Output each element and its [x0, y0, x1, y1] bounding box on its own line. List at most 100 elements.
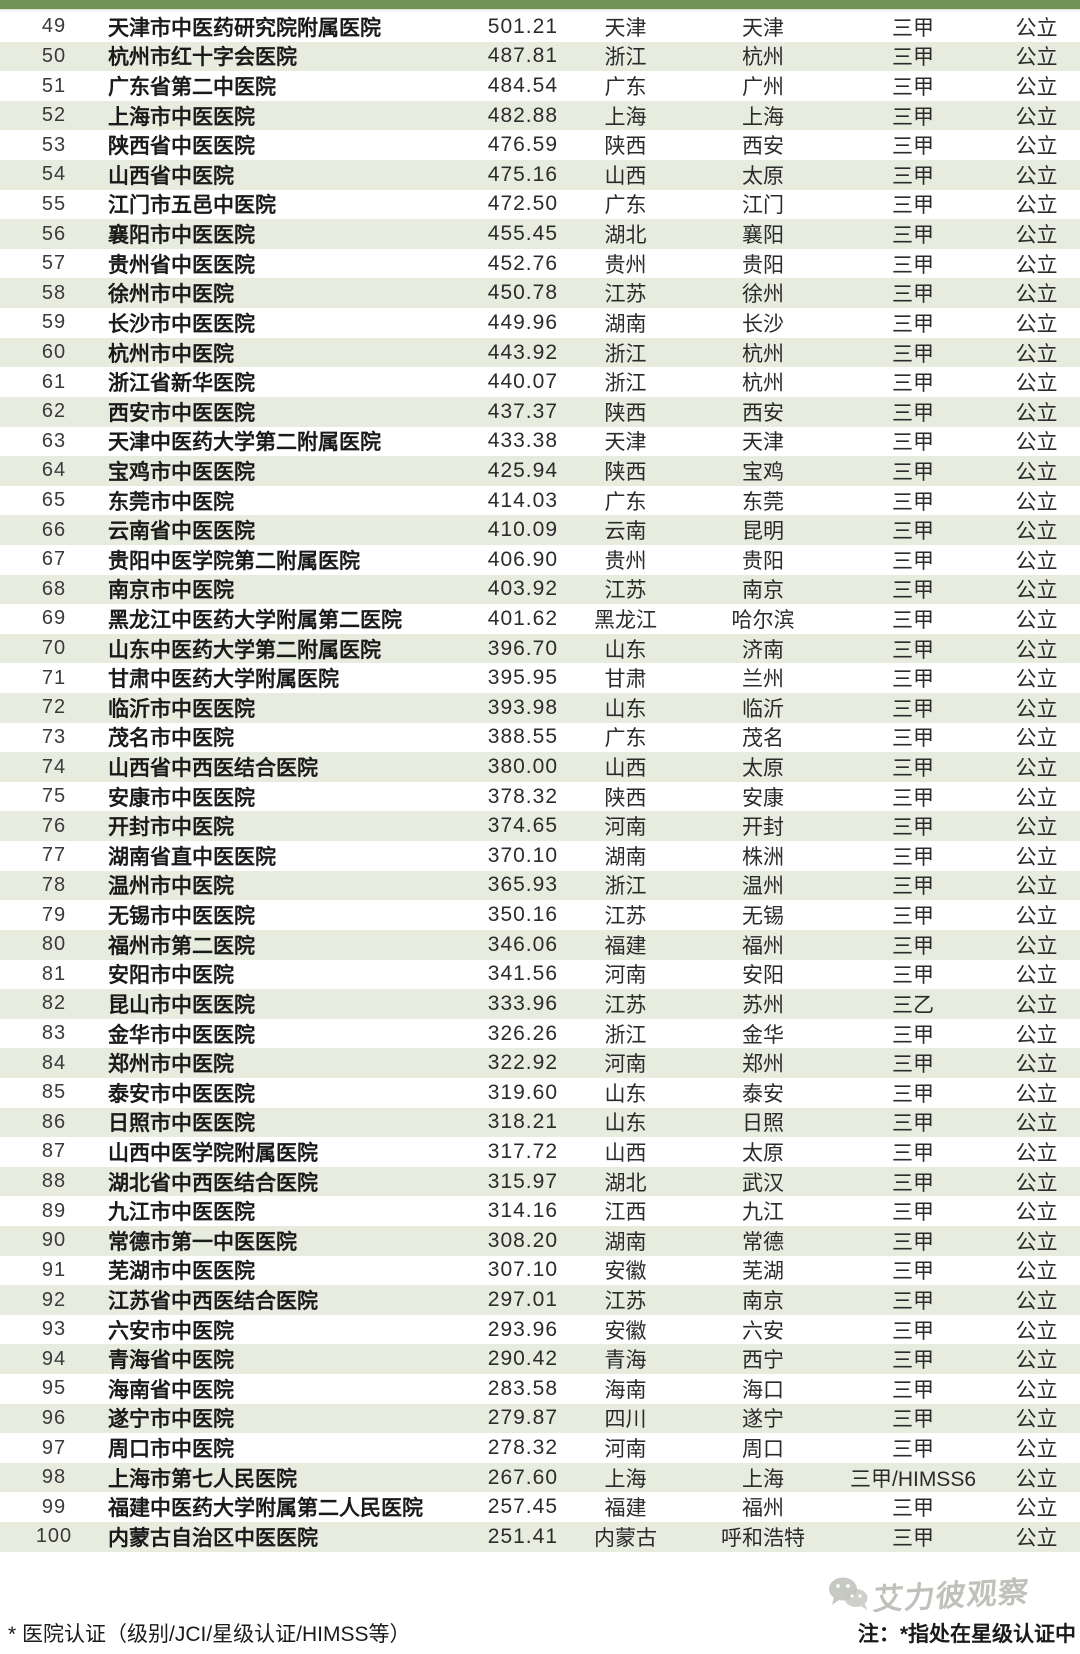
cell-score: 452.76 [487, 251, 558, 275]
cell-hospital-name: 金华市中医医院 [108, 1023, 255, 1047]
cell-province: 湖南 [604, 1230, 647, 1254]
cell-province: 福建 [604, 1497, 647, 1521]
cell-hospital-name: 山西中医学院附属医院 [108, 1141, 318, 1165]
cell-score: 297.01 [487, 1288, 558, 1311]
cell-hospital-name: 九江市中医医院 [108, 1201, 255, 1225]
cell-hospital-type: 公立 [1015, 1141, 1058, 1165]
cell-province: 青海 [604, 1349, 647, 1373]
cell-hospital-name: 芜湖市中医医院 [108, 1260, 255, 1284]
cell-certification: 三甲 [892, 1112, 934, 1136]
cell-province: 陕西 [604, 460, 647, 484]
cell-province: 江苏 [604, 283, 647, 307]
table-row: 77 湖南省直中医医院 370.10 湖南 株洲 三甲 公立 [0, 841, 1080, 871]
cell-province: 山东 [604, 1082, 647, 1106]
table-row: 53 陕西省中医医院 476.59 陕西 西安 三甲 公立 [0, 130, 1080, 161]
cell-rank: 85 [41, 1081, 67, 1104]
cell-score: 279.87 [487, 1406, 558, 1430]
cell-score: 440.07 [487, 370, 558, 394]
cell-certification: 三甲 [892, 875, 934, 899]
cell-hospital-name: 江苏省中西医结合医院 [108, 1290, 318, 1314]
cell-score: 346.06 [487, 932, 558, 956]
cell-rank: 97 [41, 1436, 67, 1459]
cell-province: 甘肃 [604, 668, 647, 692]
table-row: 84 郑州市中医院 322.92 河南 郑州 三甲 公立 [0, 1048, 1080, 1078]
cell-city: 茂名 [742, 727, 784, 751]
cell-hospital-type: 公立 [1015, 1349, 1058, 1373]
table-row: 89 九江市中医医院 314.16 江西 九江 三甲 公立 [0, 1196, 1080, 1226]
cell-score: 333.96 [487, 991, 558, 1015]
cell-score: 251.41 [487, 1524, 558, 1548]
cell-certification: 三甲 [892, 1378, 934, 1402]
cell-province: 内蒙古 [594, 1526, 657, 1550]
cell-hospital-name: 遂宁市中医院 [108, 1408, 234, 1432]
footnote-certification: * 医院认证（级别/JCI/星级认证/HIMSS等） [8, 1623, 411, 1646]
cell-rank: 89 [41, 1199, 67, 1222]
cell-city: 安康 [742, 786, 784, 810]
table-row: 88 湖北省中西医结合医院 315.97 湖北 武汉 三甲 公立 [0, 1166, 1080, 1197]
cell-province: 湖南 [604, 312, 647, 336]
cell-city: 泰安 [742, 1082, 784, 1106]
wechat-watermark-badge: 艾力彼观察 [828, 1570, 1073, 1617]
table-row: 90 常德市第一中医医院 308.20 湖南 常德 三甲 公立 [0, 1225, 1080, 1256]
cell-city: 日照 [742, 1112, 784, 1136]
cell-score: 433.38 [487, 429, 558, 453]
cell-province: 上海 [604, 105, 647, 129]
table-row: 83 金华市中医医院 326.26 浙江 金华 三甲 公立 [0, 1018, 1080, 1049]
cell-score: 393.98 [487, 695, 558, 719]
cell-hospital-type: 公立 [1015, 668, 1058, 692]
cell-city: 天津 [742, 16, 784, 40]
cell-score: 378.32 [487, 784, 558, 808]
cell-city: 杭州 [742, 46, 784, 70]
table-row: 68 南京市中医院 403.92 江苏 南京 三甲 公立 [0, 574, 1080, 605]
table-row: 98 上海市第七人民医院 267.60 上海 上海 三甲/HIMSS6 公立 [0, 1462, 1080, 1493]
cell-hospital-type: 公立 [1015, 905, 1058, 929]
table-row: 51 广东省第二中医院 484.54 广东 广州 三甲 公立 [0, 71, 1080, 101]
cell-rank: 51 [41, 74, 67, 97]
cell-hospital-type: 公立 [1015, 579, 1058, 603]
cell-rank: 83 [41, 1022, 67, 1045]
cell-hospital-name: 海南省中医院 [108, 1378, 234, 1402]
cell-province: 海南 [604, 1378, 647, 1402]
cell-hospital-type: 公立 [1015, 816, 1058, 840]
cell-certification: 三甲 [892, 490, 934, 514]
cell-certification: 三甲 [892, 312, 934, 336]
cell-certification: 三甲 [892, 549, 934, 573]
cell-rank: 75 [41, 785, 67, 808]
cell-certification: 三甲 [892, 668, 934, 692]
cell-certification: 三甲 [892, 1290, 934, 1314]
cell-rank: 61 [41, 370, 67, 393]
cell-rank: 78 [41, 873, 67, 896]
cell-province: 江苏 [604, 1290, 647, 1314]
cell-province: 山西 [604, 164, 647, 188]
cell-hospital-type: 公立 [1015, 1290, 1058, 1314]
cell-certification: 三甲 [892, 431, 934, 455]
cell-province: 上海 [604, 1467, 647, 1491]
cell-rank: 64 [41, 459, 67, 482]
cell-province: 江苏 [604, 579, 647, 603]
cell-city: 郑州 [742, 1053, 784, 1077]
cell-score: 388.55 [487, 725, 558, 749]
cell-rank: 100 [35, 1525, 73, 1548]
cell-certification: 三甲 [892, 1171, 934, 1195]
table-row: 66 云南省中医医院 410.09 云南 昆明 三甲 公立 [0, 515, 1080, 545]
cell-score: 307.10 [487, 1258, 558, 1282]
cell-hospital-name: 内蒙古自治区中医医院 [108, 1526, 318, 1550]
table-row: 49 天津市中医药研究院附属医院 501.21 天津 天津 三甲 公立 [0, 12, 1080, 42]
cell-score: 401.62 [487, 606, 558, 630]
cell-score: 396.70 [487, 636, 558, 660]
cell-score: 267.60 [487, 1465, 558, 1489]
cell-rank: 55 [41, 192, 67, 215]
cell-city: 徐州 [742, 283, 784, 307]
table-row: 52 上海市中医医院 482.88 上海 上海 三甲 公立 [0, 100, 1080, 131]
cell-province: 贵州 [604, 253, 647, 277]
cell-score: 350.16 [487, 903, 558, 927]
cell-hospital-name: 周口市中医院 [108, 1438, 234, 1462]
cell-province: 浙江 [604, 875, 647, 899]
cell-score: 443.92 [487, 340, 558, 364]
cell-hospital-name: 天津市中医药研究院附属医院 [108, 16, 381, 40]
cell-certification: 三甲 [892, 905, 934, 929]
cell-hospital-name: 浙江省新华医院 [108, 372, 255, 396]
cell-city: 无锡 [742, 905, 784, 929]
cell-certification: 三甲 [892, 579, 934, 603]
cell-certification: 三甲 [892, 757, 934, 781]
